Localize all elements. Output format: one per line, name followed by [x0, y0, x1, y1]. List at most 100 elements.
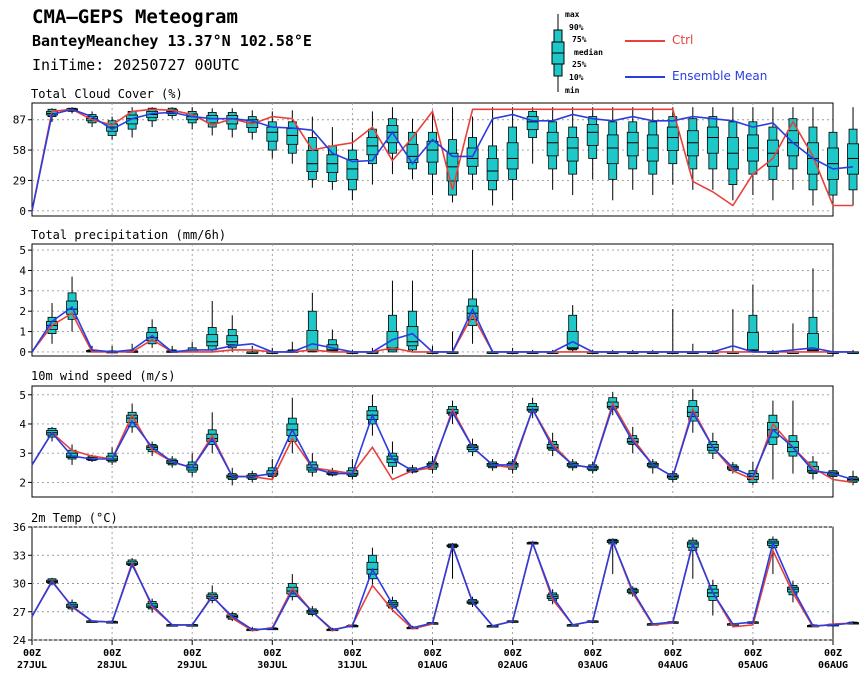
- y-tick-label: 2: [19, 305, 26, 318]
- box-inner: [426, 140, 439, 163]
- legend-mean-line: [625, 76, 665, 78]
- box-inner: [506, 142, 519, 170]
- ensemble-mean-line: [31, 305, 853, 353]
- x-tick-label: 00Z: [584, 648, 602, 659]
- x-tick-label: 00Z: [23, 648, 41, 659]
- y-tick-label: 33: [13, 549, 26, 562]
- y-tick-label: 27: [13, 606, 26, 619]
- box-inner: [466, 305, 479, 320]
- box-inner: [226, 335, 239, 346]
- y-tick-label: 0: [19, 346, 26, 359]
- box-inner: [807, 465, 819, 473]
- y-tick-label: 5: [19, 244, 26, 257]
- y-tick-label: 0: [19, 205, 26, 218]
- x-tick-label: 28JUL: [97, 660, 127, 671]
- x-tick-label: 29JUL: [177, 660, 207, 671]
- y-tick-label: 24: [13, 634, 27, 647]
- location-label: BanteyMeanchey 13.37°N 102.58°E: [32, 32, 312, 50]
- x-tick-label: 00Z: [103, 648, 121, 659]
- box-inner: [566, 331, 579, 350]
- x-tick-label: 06AUG: [818, 660, 848, 671]
- x-tick-label: 04AUG: [658, 660, 688, 671]
- box-legend-glyph: [551, 14, 565, 92]
- x-tick-label: 05AUG: [738, 660, 768, 671]
- ensemble-mean-line: [31, 404, 854, 481]
- panel-4: 2m Temp (°C) 24 27 30 33 36: [13, 511, 859, 647]
- y-tick-label: 29: [13, 174, 26, 187]
- box-inner: [406, 326, 419, 347]
- y-tick-label: 2: [19, 476, 26, 489]
- x-tick-label: 00Z: [423, 648, 441, 659]
- x-tick-label: 03AUG: [578, 660, 608, 671]
- box-inner: [686, 130, 699, 157]
- y-tick-label: 1: [19, 326, 26, 339]
- y-tick-label: 30: [13, 578, 26, 591]
- legend-median: median: [574, 48, 603, 57]
- y-tick-label: 58: [13, 144, 26, 157]
- box-inner: [706, 126, 719, 154]
- y-tick-label: 5: [19, 389, 26, 402]
- legend-max: max: [565, 10, 580, 19]
- box-inner: [526, 116, 539, 131]
- x-tick-label: 00Z: [824, 648, 842, 659]
- y-tick-label: 3: [19, 285, 26, 298]
- box-inner: [386, 331, 399, 351]
- y-tick-label: 87: [13, 114, 26, 127]
- ctrl-series-line: [31, 108, 853, 211]
- y-tick-label: 3: [19, 447, 26, 460]
- legend-p10: 10%: [569, 73, 584, 82]
- box-inner: [306, 150, 319, 172]
- box-inner: [286, 128, 299, 145]
- box-inner: [566, 137, 579, 162]
- legend-p90: 90%: [569, 23, 584, 32]
- legend-mean-label: Ensemble Mean: [672, 69, 768, 83]
- x-tick-label: 00Z: [744, 648, 762, 659]
- ensemble-mean-line: [31, 538, 854, 631]
- box-inner: [626, 131, 639, 157]
- x-tick-label: 00Z: [664, 648, 682, 659]
- box-inner: [606, 134, 619, 165]
- box-inner: [206, 334, 219, 347]
- box-inner: [106, 123, 118, 132]
- legend-ctrl-label: Ctrl: [672, 33, 694, 47]
- box-inner: [847, 143, 859, 175]
- panel-1: Total Cloud Cover (%) 0 29 58 87: [13, 87, 859, 218]
- box-inner: [346, 159, 359, 180]
- chart-title: CMA—GEPS Meteogram: [32, 6, 238, 28]
- x-tick-label: 30JUL: [257, 660, 287, 671]
- y-tick-label: 4: [19, 264, 26, 277]
- x-tick-label: 00Z: [183, 648, 201, 659]
- legend-min: min: [565, 86, 580, 95]
- panel-title: Total precipitation (mm/6h): [31, 228, 226, 242]
- x-tick-label: 01AUG: [417, 660, 447, 671]
- box-inner: [306, 330, 319, 352]
- box-inner: [666, 126, 679, 152]
- x-tick-label: 00Z: [263, 648, 281, 659]
- legend-p25: 25%: [572, 60, 587, 69]
- y-tick-label: 36: [13, 521, 26, 534]
- init-time-label: IniTime: 20250727 00UTC: [32, 56, 240, 74]
- box-inner: [146, 332, 159, 342]
- box-inner: [546, 131, 559, 157]
- x-tick-label: 00Z: [343, 648, 361, 659]
- box-inner: [586, 124, 599, 146]
- y-tick-label: 4: [19, 418, 26, 431]
- legend-p75: 75%: [572, 35, 587, 44]
- ensemble-mean-line: [31, 108, 854, 211]
- panel-title: 2m Temp (°C): [31, 511, 118, 525]
- box-inner: [266, 126, 279, 142]
- panel-3: 10m wind speed (m/s) 2 3 4 5: [19, 369, 859, 498]
- box-inner: [486, 158, 499, 181]
- panel-title: Total Cloud Cover (%): [31, 87, 183, 101]
- box-inner: [386, 125, 399, 144]
- box-inner: [807, 333, 819, 352]
- box-inner: [747, 332, 759, 352]
- legend-ctrl-line: [625, 40, 665, 42]
- panel-title: 10m wind speed (m/s): [31, 369, 176, 383]
- x-tick-label: 27JUL: [17, 660, 47, 671]
- box-legend: max 90% 75% median 25% 10% min: [548, 10, 628, 96]
- x-tick-label: 00Z: [504, 648, 522, 659]
- x-tick-label: 31JUL: [337, 660, 367, 671]
- panel-2: Total precipitation (mm/6h) 0 1 2 3 4 5: [19, 228, 859, 359]
